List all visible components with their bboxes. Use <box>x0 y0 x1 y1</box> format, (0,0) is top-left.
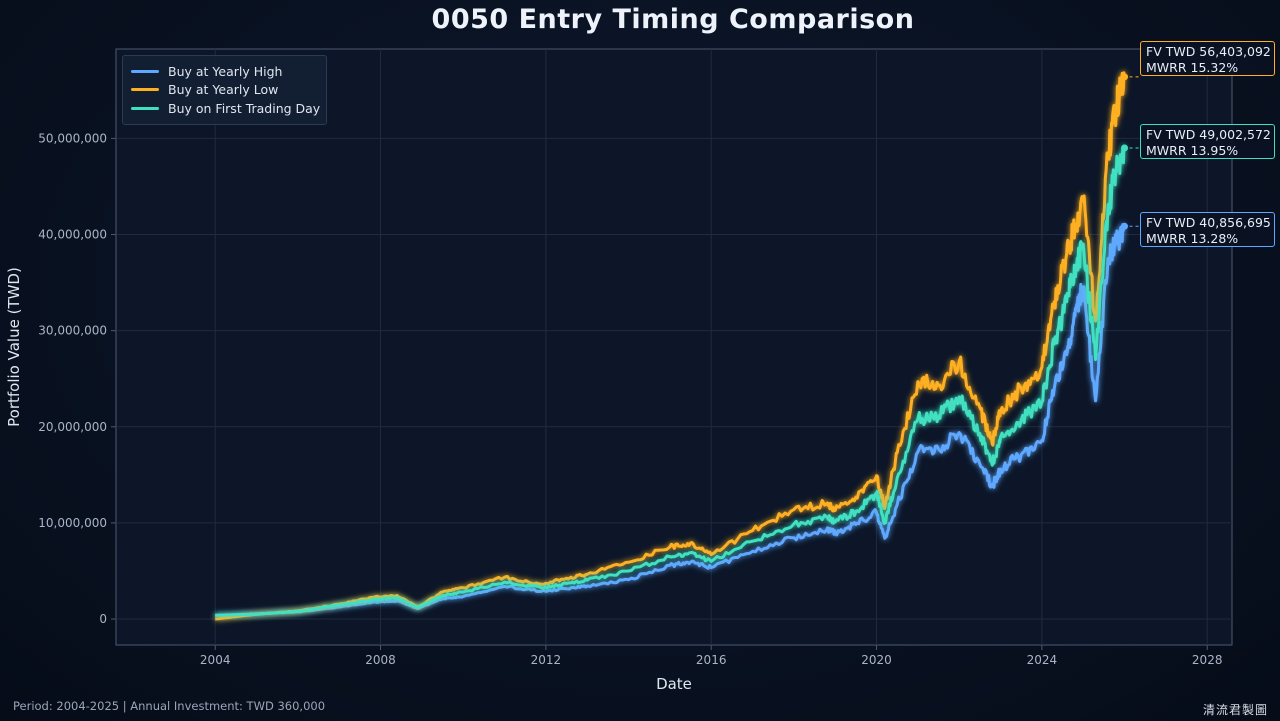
x-tick-label: 2016 <box>696 653 727 667</box>
annotation-yearly-low: FV TWD 56,403,092 MWRR 15.32% <box>1140 41 1275 76</box>
legend-label: Buy at Yearly Low <box>168 82 279 98</box>
legend-label: Buy at Yearly High <box>168 63 283 79</box>
x-axis-label: Date <box>656 675 692 693</box>
x-tick-label: 2024 <box>1027 653 1058 667</box>
y-tick-label: 20,000,000 <box>38 420 107 434</box>
y-tick-label: 10,000,000 <box>38 516 107 530</box>
series-line <box>215 223 1126 618</box>
legend-label: Buy on First Trading Day <box>168 100 321 116</box>
axis-ticks: 2004 2008 2012 2016 2020 2024 2028 0 10,000,000 2… <box>38 131 1222 667</box>
legend-swatch <box>131 106 159 110</box>
series-endpoint <box>1121 144 1129 152</box>
legend-item: Buy at Yearly High <box>131 62 326 81</box>
legend-item: Buy on First Trading Day <box>131 99 326 118</box>
y-tick-label: 40,000,000 <box>38 228 107 242</box>
legend-item: Buy at Yearly Low <box>131 81 326 100</box>
x-tick-label: 2004 <box>200 653 231 667</box>
annotation-fv: FV TWD 49,002,572 <box>1146 127 1271 142</box>
legend-swatch <box>131 69 159 73</box>
legend-swatch <box>131 88 159 92</box>
x-tick-label: 2008 <box>365 653 396 667</box>
annotation-mwrr: MWRR 13.95% <box>1146 143 1239 158</box>
annotation-yearly-high: FV TWD 40,856,695 MWRR 13.28% <box>1140 212 1275 247</box>
footer-signature: 清流君製圖 <box>1202 703 1268 717</box>
series-endpoint <box>1121 73 1129 81</box>
annotation-fv: FV TWD 40,856,695 <box>1146 215 1271 230</box>
annotation-mwrr: MWRR 15.32% <box>1146 60 1239 75</box>
series-endpoints <box>1121 73 1139 230</box>
x-tick-label: 2012 <box>531 653 562 667</box>
y-axis-label: Portfolio Value (TWD) <box>5 267 23 427</box>
annotation-first-trading-day: FV TWD 49,002,572 MWRR 13.95% <box>1140 124 1275 159</box>
x-tick-label: 2020 <box>861 653 892 667</box>
chart-title: 0050 Entry Timing Comparison <box>431 4 915 35</box>
annotation-mwrr: MWRR 13.28% <box>1146 231 1239 246</box>
y-tick-label: 50,000,000 <box>38 131 107 145</box>
annotation-fv: FV TWD 56,403,092 <box>1146 44 1271 59</box>
footer-note: Period: 2004-2025 | Annual Investment: T… <box>13 699 326 713</box>
series-endpoint <box>1121 222 1129 230</box>
chart-legend: Buy at Yearly High Buy at Yearly Low Buy… <box>122 55 327 125</box>
y-tick-label: 30,000,000 <box>38 324 107 338</box>
series-lines <box>215 71 1126 621</box>
series-line <box>215 144 1126 617</box>
y-tick-label: 0 <box>99 612 107 626</box>
x-tick-label: 2028 <box>1192 653 1223 667</box>
